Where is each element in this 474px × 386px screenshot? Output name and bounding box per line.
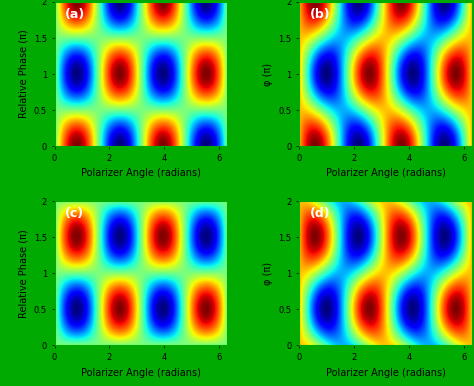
- Y-axis label: Relative Phase (π): Relative Phase (π): [18, 229, 28, 318]
- X-axis label: Polarizer Angle (radians): Polarizer Angle (radians): [81, 367, 201, 378]
- Y-axis label: φ (π): φ (π): [263, 63, 273, 86]
- Y-axis label: Relative Phase (π): Relative Phase (π): [18, 30, 28, 119]
- X-axis label: Polarizer Angle (radians): Polarizer Angle (radians): [81, 168, 201, 178]
- Text: (a): (a): [65, 8, 85, 21]
- X-axis label: Polarizer Angle (radians): Polarizer Angle (radians): [326, 367, 446, 378]
- Text: (d): (d): [310, 207, 330, 220]
- Text: (b): (b): [310, 8, 330, 21]
- X-axis label: Polarizer Angle (radians): Polarizer Angle (radians): [326, 168, 446, 178]
- Text: (c): (c): [65, 207, 84, 220]
- Y-axis label: φ (π): φ (π): [263, 262, 273, 285]
